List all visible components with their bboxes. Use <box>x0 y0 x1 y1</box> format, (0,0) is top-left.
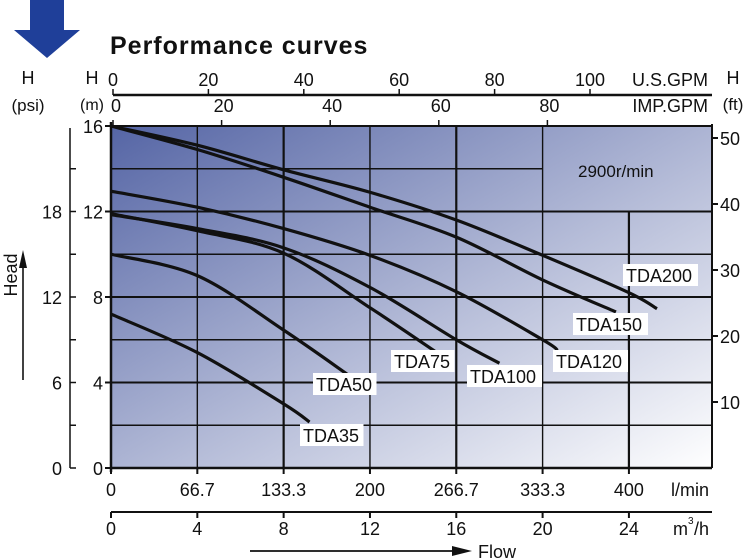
tick-label-impgpm: 0 <box>111 96 121 116</box>
curve-label-tda35: TDA35 <box>303 426 359 446</box>
tick-label-usgpm: 20 <box>198 70 218 90</box>
label-box-tda150 <box>573 313 648 335</box>
tick-label-lmin: 333.3 <box>520 480 565 500</box>
speed-note: 2900r/min <box>578 162 654 181</box>
label-box-tda100 <box>467 365 542 387</box>
curve-label-tda100: TDA100 <box>470 367 536 387</box>
tick-label-usgpm: 100 <box>575 70 605 90</box>
psi-axis-title: H <box>22 68 35 88</box>
m3h-unit-tail: /h <box>694 519 709 539</box>
tick-label-usgpm: 40 <box>294 70 314 90</box>
tick-label-lmin: 200 <box>355 480 385 500</box>
head-label: Head <box>1 253 21 296</box>
tick-label-impgpm: 80 <box>539 96 559 116</box>
ft-axis-title: H <box>727 68 740 88</box>
label-box-tda200 <box>623 264 698 286</box>
tick-label-impgpm: 60 <box>431 96 451 116</box>
flow-label: Flow <box>478 542 517 559</box>
curve-tda50 <box>110 252 350 377</box>
tick-label-lmin: 0 <box>106 480 116 500</box>
tick-label-impgpm: 40 <box>322 96 342 116</box>
tick-label-ft: 20 <box>720 327 740 347</box>
curve-label-tda150: TDA150 <box>576 315 642 335</box>
m-axis-title: H <box>86 68 99 88</box>
tick-label-psi: 0 <box>52 459 62 479</box>
tick-label-usgpm: 60 <box>389 70 409 90</box>
label-box-tda50 <box>313 373 377 395</box>
tick-label-m3h: 8 <box>279 519 289 539</box>
lmin-unit: l/min <box>671 480 709 500</box>
tick-label-m3h: 4 <box>192 519 202 539</box>
head-arrow-icon <box>19 250 27 268</box>
tick-label-m3h: 0 <box>106 519 116 539</box>
tick-label-ft: 10 <box>720 393 740 413</box>
tick-label-m3h: 16 <box>446 519 466 539</box>
tick-label-m: 0 <box>93 459 103 479</box>
tick-label-ft: 30 <box>720 261 740 281</box>
down-arrow-icon <box>14 0 80 58</box>
tick-label-ft: 50 <box>720 129 740 149</box>
flow-arrow-icon <box>452 546 472 556</box>
tick-label-m: 12 <box>83 203 103 223</box>
usgpm-unit: U.S.GPM <box>632 70 708 90</box>
curve-label-tda200: TDA200 <box>626 266 692 286</box>
tick-label-impgpm: 20 <box>214 96 234 116</box>
label-box-tda120 <box>553 350 628 372</box>
curve-tda120 <box>110 189 559 352</box>
m3h-unit-base: m <box>673 519 688 539</box>
m-axis-unit: (m) <box>80 97 104 114</box>
curve-label-tda120: TDA120 <box>556 352 622 372</box>
tick-label-m: 8 <box>93 288 103 308</box>
tick-label-m3h: 20 <box>533 519 553 539</box>
tick-label-lmin: 66.7 <box>180 480 215 500</box>
m3h-unit-sup: 3 <box>688 516 694 527</box>
tick-label-lmin: 266.7 <box>434 480 479 500</box>
tick-label-psi: 18 <box>42 203 62 223</box>
ft-axis-unit: (ft) <box>723 95 744 114</box>
tick-label-m3h: 24 <box>619 519 639 539</box>
label-box-tda75 <box>391 350 455 372</box>
tick-label-m: 16 <box>83 117 103 137</box>
curve-tda100 <box>110 213 501 365</box>
tick-label-lmin: 400 <box>614 480 644 500</box>
tick-label-psi: 6 <box>52 374 62 394</box>
psi-axis-unit: (psi) <box>11 96 44 115</box>
tick-label-usgpm: 0 <box>108 70 118 90</box>
tick-label-lmin: 133.3 <box>261 480 306 500</box>
chart-title: Performance curves <box>110 32 368 60</box>
tick-label-psi: 12 <box>42 288 62 308</box>
tick-label-usgpm: 80 <box>485 70 505 90</box>
tick-label-m: 4 <box>93 374 103 394</box>
label-box-tda35 <box>300 424 364 446</box>
curve-tda35 <box>110 312 311 424</box>
tick-label-m3h: 12 <box>360 519 380 539</box>
curve-label-tda75: TDA75 <box>394 352 450 372</box>
curve-tda200 <box>110 124 658 311</box>
curve-label-tda50: TDA50 <box>316 375 372 395</box>
tick-label-ft: 40 <box>720 195 740 215</box>
curve-tda150 <box>110 124 617 314</box>
impgpm-unit: IMP.GPM <box>632 96 708 116</box>
